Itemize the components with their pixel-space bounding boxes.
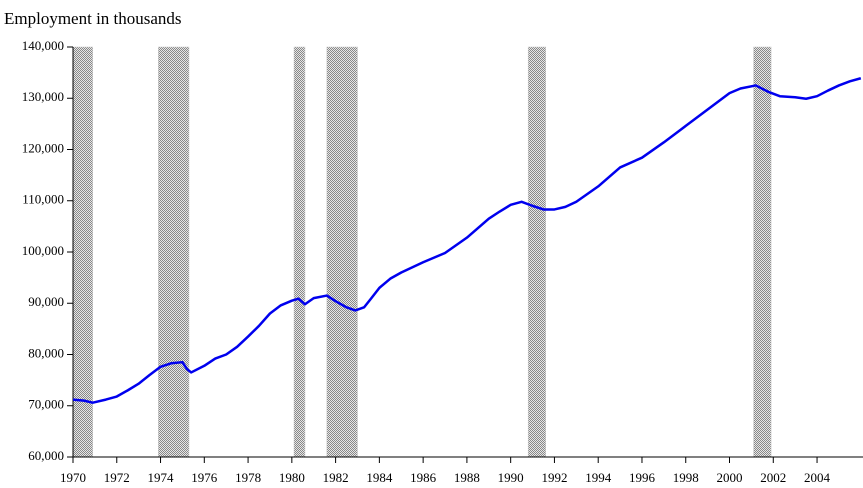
recession-band bbox=[527, 46, 546, 458]
x-tick-label: 1978 bbox=[235, 470, 261, 485]
x-tick-label: 1986 bbox=[410, 470, 437, 485]
y-tick-label: 80,000 bbox=[28, 345, 64, 360]
x-tick-label: 1980 bbox=[279, 470, 305, 485]
y-tick-label: 90,000 bbox=[28, 294, 64, 309]
data-line bbox=[72, 77, 862, 404]
x-tick-label: 2000 bbox=[717, 470, 743, 485]
x-tick-label: 2002 bbox=[760, 470, 786, 485]
y-tick-label: 110,000 bbox=[22, 192, 64, 207]
recession-band bbox=[72, 46, 93, 458]
x-tick-label: 1976 bbox=[191, 470, 218, 485]
x-tick-label: 1994 bbox=[585, 470, 612, 485]
recession-band bbox=[158, 46, 190, 458]
recession-band bbox=[326, 46, 358, 458]
x-tick-label: 2004 bbox=[804, 470, 831, 485]
x-tick-label: 1990 bbox=[498, 470, 524, 485]
x-tick-label: 1998 bbox=[673, 470, 699, 485]
recession-band bbox=[753, 46, 772, 458]
x-tick-label: 1996 bbox=[629, 470, 656, 485]
x-tick-label: 1972 bbox=[104, 470, 130, 485]
y-tick-label: 140,000 bbox=[22, 38, 64, 53]
x-tick-label: 1982 bbox=[323, 470, 349, 485]
x-tick-label: 1988 bbox=[454, 470, 480, 485]
recession-band bbox=[293, 46, 306, 458]
y-tick-label: 100,000 bbox=[22, 243, 64, 258]
x-tick-label: 1984 bbox=[366, 470, 393, 485]
y-tick-label: 70,000 bbox=[28, 397, 64, 412]
y-tick-label: 130,000 bbox=[22, 89, 64, 104]
y-tick-label: 120,000 bbox=[22, 140, 64, 155]
y-tick-label: 60,000 bbox=[28, 448, 64, 463]
x-tick-label: 1974 bbox=[148, 470, 175, 485]
chart-title: Employment in thousands bbox=[4, 9, 182, 28]
x-tick-label: 1992 bbox=[541, 470, 567, 485]
x-tick-label: 1970 bbox=[60, 470, 86, 485]
